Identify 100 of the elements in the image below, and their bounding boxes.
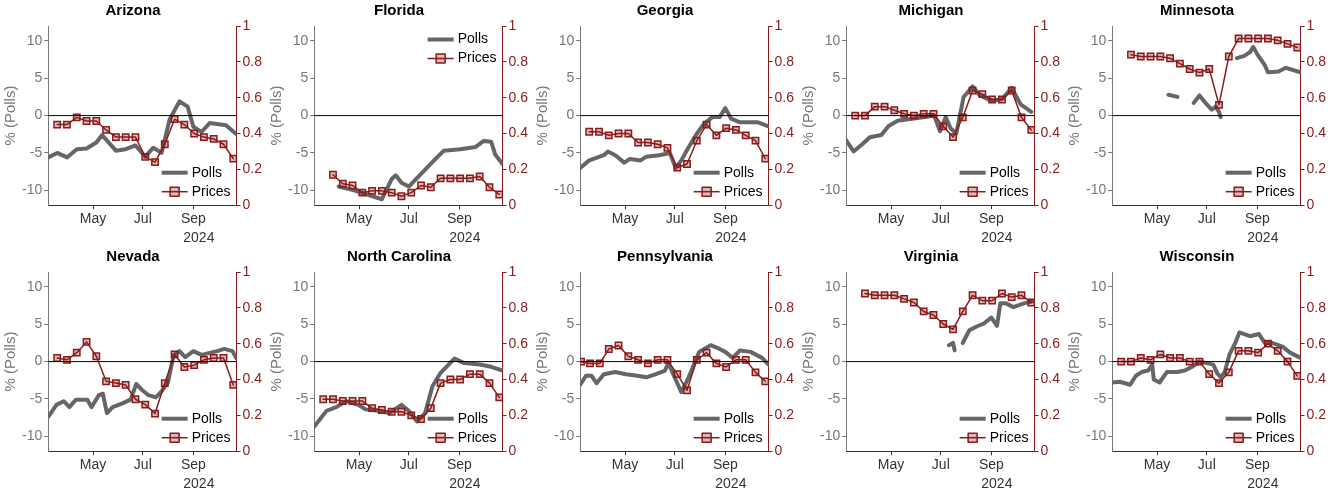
y-tick-label: -10: [554, 181, 575, 198]
point: [53, 120, 62, 129]
point: [111, 133, 120, 142]
y-tick-label: -5: [561, 389, 575, 406]
point: [673, 370, 682, 379]
y-tick-label: 10: [824, 277, 841, 294]
point: [131, 133, 140, 142]
point: [338, 179, 347, 188]
y2-tick-label: 0.4: [1040, 370, 1061, 387]
point: [377, 406, 386, 414]
y-tick-label: -10: [820, 181, 841, 198]
legend-label: Prices: [1255, 428, 1295, 445]
point: [1283, 39, 1292, 48]
point: [319, 395, 328, 404]
y2-tick-label: 1: [508, 16, 517, 33]
x-tick-label: Jul: [1197, 210, 1216, 227]
point: [387, 407, 396, 416]
point: [209, 354, 218, 362]
y2-tick-label: 0.4: [508, 370, 529, 387]
point: [121, 380, 130, 389]
point: [939, 320, 948, 328]
y-tick-label: -5: [1093, 143, 1107, 160]
x-tick-label: Sep: [712, 210, 738, 227]
y-tick-label: 10: [558, 277, 575, 294]
y-tick-label: 0: [832, 106, 841, 123]
point: [475, 370, 484, 379]
x-tick-label: Sep: [180, 456, 206, 473]
point: [1195, 68, 1204, 77]
y-tick-label: 5: [1098, 69, 1107, 86]
x-tick-label: May: [79, 456, 107, 473]
point: [604, 345, 613, 353]
point: [988, 296, 997, 305]
point: [1273, 36, 1282, 45]
point: [1007, 86, 1016, 95]
point: [180, 120, 189, 129]
y2-tick-label: 0.4: [242, 124, 263, 141]
point: [1234, 346, 1243, 355]
y2-tick-label: 0: [1306, 196, 1315, 213]
point: [1175, 59, 1184, 68]
point: [663, 143, 672, 152]
y-tick-label: -10: [288, 181, 309, 198]
point: [909, 298, 918, 307]
point: [890, 291, 899, 300]
point: [968, 86, 977, 95]
chart-title: Georgia: [636, 1, 694, 19]
x-tick-label: May: [611, 456, 639, 473]
y2-tick-label: 0.6: [1306, 334, 1327, 351]
y-tick-label: 0: [832, 352, 841, 369]
point: [949, 325, 957, 334]
y-tick-label: -5: [827, 389, 841, 406]
point: [368, 186, 377, 195]
point: [417, 415, 425, 423]
y2-tick-label: 0.8: [508, 52, 529, 69]
point: [219, 140, 228, 149]
point: [1027, 126, 1035, 134]
y2-tick-label: 0.4: [1306, 124, 1327, 141]
point: [1136, 52, 1145, 61]
legend-label: Prices: [457, 428, 497, 445]
y2-tick-label: 0: [1306, 442, 1315, 459]
chart-title: Florida: [373, 1, 425, 19]
legend-label: Prices: [457, 49, 497, 66]
y-tick-label: 5: [832, 69, 841, 86]
point: [880, 291, 889, 300]
point: [741, 131, 750, 140]
y-axis-title: % (Polls): [1065, 85, 1083, 146]
point: [751, 136, 760, 145]
point: [1224, 368, 1233, 377]
point: [426, 404, 435, 413]
y-axis-title: % (Polls): [533, 85, 551, 146]
y-tick-label: 0: [300, 352, 309, 369]
point: [722, 124, 731, 133]
point: [436, 379, 445, 388]
point: [92, 352, 101, 361]
point: [190, 129, 199, 138]
y2-tick-label: 0.8: [1040, 52, 1061, 69]
point: [890, 106, 899, 115]
y-axis-title: % (Polls): [1, 331, 19, 392]
x-tick-label: Jul: [665, 210, 684, 227]
point: [456, 375, 465, 384]
y-tick-label: 10: [26, 277, 43, 294]
point: [1215, 379, 1223, 388]
chart-title: Wisconsin: [1159, 247, 1235, 265]
point: [160, 379, 169, 388]
point: [407, 188, 416, 197]
point: [958, 307, 967, 316]
point: [624, 352, 633, 361]
legend-label: Polls: [457, 30, 488, 47]
point: [919, 307, 928, 316]
point: [643, 138, 652, 147]
point: [761, 377, 769, 386]
point: [446, 174, 455, 183]
y-tick-label: -10: [820, 427, 841, 444]
x-tick-label: Sep: [1244, 210, 1270, 227]
y-tick-label: -10: [22, 427, 43, 444]
x-axis-title: 2024: [981, 474, 1013, 491]
point: [1244, 346, 1253, 355]
y2-tick-label: 0.2: [1040, 160, 1061, 177]
point: [998, 95, 1006, 104]
y-tick-label: 10: [292, 31, 309, 48]
y-tick-label: -10: [554, 427, 575, 444]
